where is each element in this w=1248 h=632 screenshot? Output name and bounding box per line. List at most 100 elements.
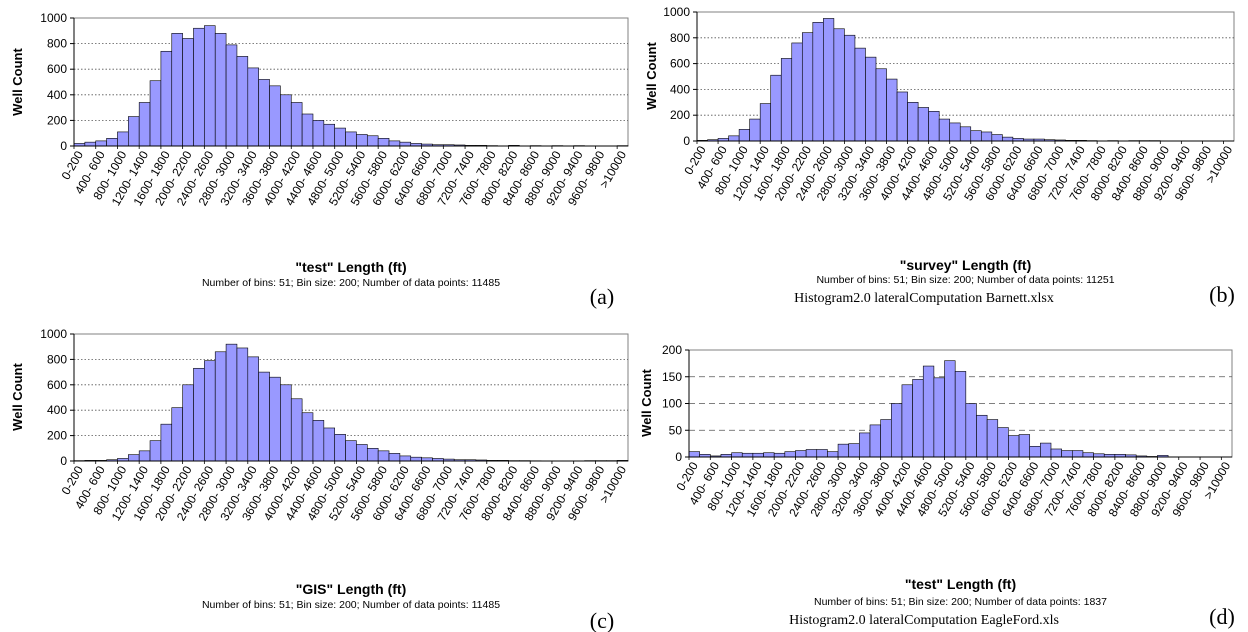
bar (886, 78, 898, 142)
bar (823, 18, 835, 142)
bar (875, 68, 887, 142)
bar (399, 141, 412, 147)
bar (377, 138, 390, 147)
bar (356, 444, 368, 462)
bar (1029, 445, 1041, 458)
y-tick-label: 400 (670, 82, 690, 96)
x-axis-title: "test" Length (ft) (295, 259, 406, 275)
y-tick-label: 200 (47, 113, 67, 127)
bar (759, 103, 772, 142)
bar (323, 123, 335, 147)
y-tick-label: 600 (47, 378, 67, 392)
x-axis-title: "GIS" Length (ft) (296, 581, 406, 597)
panel-letter: (c) (590, 608, 614, 632)
bar (917, 107, 929, 142)
bar (965, 403, 977, 458)
x-axis-title: "test" Length (ft) (905, 576, 1016, 592)
bar (959, 126, 972, 142)
bar (366, 135, 379, 147)
y-tick-label: 0 (683, 134, 690, 148)
bar (323, 427, 335, 462)
bar (922, 365, 935, 458)
bar (410, 456, 422, 462)
panel-letter: (d) (1209, 604, 1235, 629)
bar (1071, 450, 1084, 458)
bar (976, 414, 988, 458)
bar (997, 427, 1009, 458)
bar (345, 131, 357, 147)
bar (280, 384, 292, 462)
bar (193, 27, 205, 147)
panel-letter: (b) (1209, 282, 1235, 307)
bar (171, 33, 183, 147)
y-tick-label: 150 (662, 370, 682, 384)
bar (193, 367, 205, 462)
bar (312, 420, 325, 462)
bar (780, 58, 793, 142)
bar (731, 452, 743, 458)
bar (247, 67, 259, 147)
y-tick-label: 1000 (40, 11, 67, 25)
bar (225, 44, 238, 147)
y-tick-label: 200 (47, 429, 67, 443)
y-tick-label: 0 (60, 454, 67, 468)
bar (944, 360, 956, 458)
bar (827, 451, 839, 458)
bar (290, 102, 303, 147)
y-axis-title: Well Count (644, 42, 659, 110)
chart-subtitle: Number of bins: 51; Bin size: 200; Numbe… (814, 596, 1107, 608)
bar (182, 38, 194, 147)
bar (160, 50, 173, 147)
bar (95, 140, 107, 147)
bar (399, 455, 412, 462)
bar (1018, 434, 1031, 458)
bar (869, 424, 881, 458)
y-tick-label: 1000 (40, 327, 67, 341)
chart-subtitle: Number of bins: 51; Bin size: 200; Numbe… (816, 274, 1114, 286)
bar (301, 412, 314, 462)
bar (791, 42, 803, 142)
bar (1061, 450, 1073, 458)
bar (728, 135, 740, 142)
bar (848, 443, 860, 458)
bar (880, 419, 892, 458)
bar (269, 85, 281, 147)
bar (290, 398, 303, 462)
bar (912, 379, 924, 458)
bar (738, 129, 750, 142)
bar (269, 376, 281, 462)
bar (128, 454, 140, 462)
bar (954, 371, 967, 458)
y-tick-label: 100 (662, 397, 682, 411)
bar (795, 450, 807, 458)
bar (236, 347, 249, 462)
bar (138, 102, 151, 147)
bar (986, 419, 999, 458)
bar (225, 343, 238, 462)
bar (980, 131, 993, 142)
panel-caption: Histogram2.0 lateralComputation Barnett.… (794, 291, 1054, 306)
bar (334, 434, 346, 462)
bar (1040, 442, 1052, 458)
y-tick-label: 400 (47, 403, 67, 417)
bar (204, 25, 216, 147)
bar (770, 74, 782, 142)
bar (366, 447, 379, 462)
y-tick-label: 200 (670, 108, 690, 122)
bar (773, 452, 786, 458)
bar (938, 118, 951, 142)
bar (236, 56, 249, 147)
bar (214, 33, 227, 147)
y-axis-title: Well Count (10, 363, 25, 431)
y-axis-title: Well Count (639, 369, 654, 437)
y-tick-label: 800 (47, 352, 67, 366)
panel-caption: Histogram2.0 lateralComputation EagleFor… (789, 613, 1059, 628)
bar (334, 127, 346, 147)
y-tick-label: 600 (670, 57, 690, 71)
bar (688, 451, 700, 458)
bar (138, 450, 151, 462)
